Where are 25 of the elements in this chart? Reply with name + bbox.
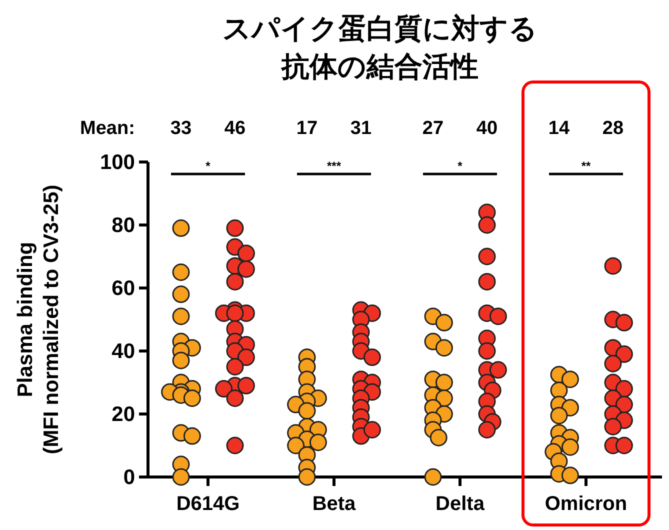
text: Mean:: [80, 118, 135, 139]
chart-title: スパイク蛋白質に対する抗体の結合活性: [222, 13, 538, 82]
text: 31: [350, 118, 372, 139]
y-axis-title: Plasma binding (MFI normalized to CV3-25): [14, 184, 63, 454]
text: 33: [170, 118, 192, 139]
y-tick-label: 0: [123, 466, 135, 489]
y-tick-label: 40: [112, 340, 135, 363]
y-tick-label: 80: [112, 214, 135, 237]
text: 27: [422, 118, 444, 139]
text: 40: [476, 118, 498, 139]
annotation: ***: [326, 159, 342, 173]
x-tick-label: D614G: [176, 493, 240, 515]
annotation: *: [458, 159, 463, 173]
annotation: **: [581, 159, 591, 173]
x-tick-label: Omicron: [544, 493, 628, 515]
x-tick-label: Delta: [436, 493, 486, 515]
text: 14: [548, 118, 570, 139]
annotation: *: [206, 159, 211, 173]
y-tick-label: 20: [112, 403, 135, 426]
y-tick-label: 100: [100, 151, 135, 174]
text: 46: [224, 118, 246, 139]
x-tick-label: Beta: [312, 493, 357, 515]
text: 28: [602, 118, 624, 139]
text: 17: [296, 118, 318, 139]
y-tick-label: 60: [112, 277, 135, 300]
